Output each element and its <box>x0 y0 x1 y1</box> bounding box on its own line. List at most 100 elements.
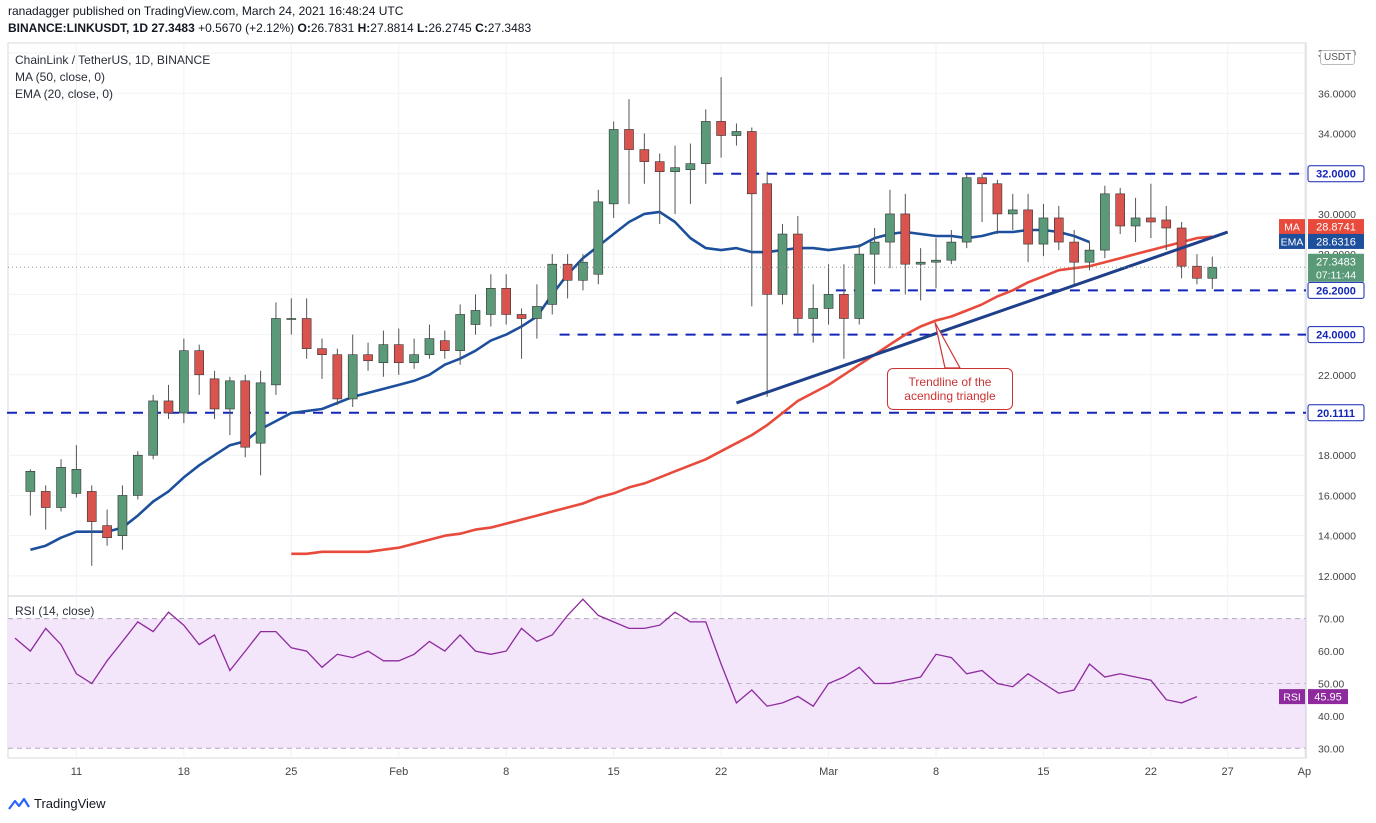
candle-body <box>378 344 389 364</box>
candle-body <box>746 131 757 195</box>
candle-body <box>455 314 465 351</box>
level-label-box <box>1307 404 1365 422</box>
time-tick-label: Feb <box>389 766 408 778</box>
price-tick-label: 30.0000 <box>1318 209 1356 221</box>
candle-body <box>562 263 573 281</box>
ohlc-line: BINANCE:LINKUSDT, 1D 27.3483 +0.5670 (+2… <box>8 20 531 37</box>
price-badge <box>1308 233 1364 249</box>
level-label-box <box>1307 165 1365 183</box>
rsi-tick-label: 70.00 <box>1318 614 1344 626</box>
level-label-box <box>1307 281 1365 299</box>
price-tick-label: 36.0000 <box>1318 88 1356 100</box>
open-label: O: <box>297 21 311 35</box>
rsi-tick-label: 40.00 <box>1318 711 1344 723</box>
price-tick-label: 18.0000 <box>1318 450 1356 462</box>
ema-legend[interactable]: EMA (20, close, 0) <box>15 87 114 101</box>
candle-body <box>393 344 404 364</box>
candle-body <box>547 263 558 305</box>
currency-tag[interactable]: USDT <box>1320 50 1356 65</box>
candle-body <box>1054 217 1064 243</box>
candle-body <box>946 241 957 261</box>
candle-body <box>593 201 604 275</box>
candle-body <box>439 340 450 351</box>
candle-body <box>885 213 895 243</box>
candle-body <box>71 469 82 494</box>
time-tick-label: 15 <box>608 766 620 778</box>
change: +0.5670 (+2.12%) <box>198 21 295 35</box>
footer-brand[interactable]: TradingView <box>8 796 106 811</box>
level-label-box <box>1307 326 1365 344</box>
candle-body <box>654 161 665 172</box>
candle-body <box>915 261 926 265</box>
chart-title: ChainLink / TetherUS, 1D, BINANCE <box>15 53 211 67</box>
symbol: BINANCE:LINKUSDT, 1D <box>8 21 149 35</box>
candle-body <box>86 491 97 522</box>
price-badge-name: MA <box>1284 222 1300 234</box>
candle-body <box>823 294 834 309</box>
candle-body <box>332 354 343 400</box>
candle-body <box>486 288 496 315</box>
time-tick-label: 22 <box>1145 766 1157 778</box>
candle-body <box>194 350 204 376</box>
trendline <box>735 230 1229 405</box>
price-badge <box>1308 219 1364 235</box>
candle-body <box>931 259 941 263</box>
candle-body <box>271 318 281 386</box>
candle-body <box>516 314 527 319</box>
candle-body <box>793 233 803 319</box>
level-label: 26.2000 <box>1316 285 1356 297</box>
candle-body <box>424 338 435 355</box>
price-tick-label: 12.0000 <box>1318 571 1356 583</box>
candle-body <box>209 378 220 410</box>
price-badge-value: 28.8741 <box>1316 222 1356 234</box>
last-price: 27.3483 <box>151 21 195 35</box>
price-badge-timer: 07:11:44 <box>1316 269 1356 281</box>
level-label: 32.0000 <box>1316 169 1356 181</box>
time-tick-label: 18 <box>178 766 190 778</box>
candle-body <box>854 253 865 319</box>
candle-body <box>40 491 51 508</box>
candle-body <box>255 382 266 444</box>
candle-body <box>1007 209 1018 215</box>
time-tick-label: 27 <box>1222 766 1234 778</box>
candle-body <box>1130 217 1141 227</box>
rsi-line <box>14 598 1198 708</box>
time-tick-label: 8 <box>503 766 509 778</box>
candle-body <box>148 400 158 456</box>
time-tick-label: 25 <box>285 766 297 778</box>
candle-body <box>1038 217 1049 245</box>
brand-name: TradingView <box>34 796 106 811</box>
rsi-tick-label: 30.00 <box>1318 743 1344 755</box>
candle-body <box>117 495 128 536</box>
close-label: C: <box>475 21 488 35</box>
candle-body <box>639 149 650 162</box>
candle-body <box>501 288 512 315</box>
candle-body <box>716 121 726 136</box>
candle-body <box>762 183 772 295</box>
candle-body <box>1146 217 1156 223</box>
rsi-badge <box>1308 689 1348 705</box>
time-tick-label: 8 <box>933 766 939 778</box>
candle-body <box>1207 266 1218 279</box>
candle-body <box>1069 241 1079 263</box>
rsi-legend[interactable]: RSI (14, close) <box>15 604 95 618</box>
annotation-line-2: acending triangle <box>904 389 996 403</box>
tradingview-logo-icon <box>8 797 30 810</box>
ema-line <box>30 210 1090 551</box>
candle-body <box>286 318 297 320</box>
time-tick-label: 15 <box>1037 766 1049 778</box>
candle-body <box>301 318 312 349</box>
high-label: H: <box>357 21 371 35</box>
ma-legend[interactable]: MA (50, close, 0) <box>15 70 106 84</box>
price-badge-tag <box>1279 219 1305 235</box>
publish-line: ranadagger published on TradingView.com,… <box>8 4 404 18</box>
candle-body <box>608 129 619 205</box>
trendline-annotation: Trendline of the acending triangle <box>887 368 1013 410</box>
candle-body <box>163 400 174 414</box>
price-tick-label: 16.0000 <box>1318 490 1356 502</box>
candle-body <box>900 213 911 265</box>
candle-body <box>532 306 542 319</box>
open-value: 26.7831 <box>310 21 355 35</box>
chart-header: ranadagger published on TradingView.com,… <box>8 3 531 37</box>
